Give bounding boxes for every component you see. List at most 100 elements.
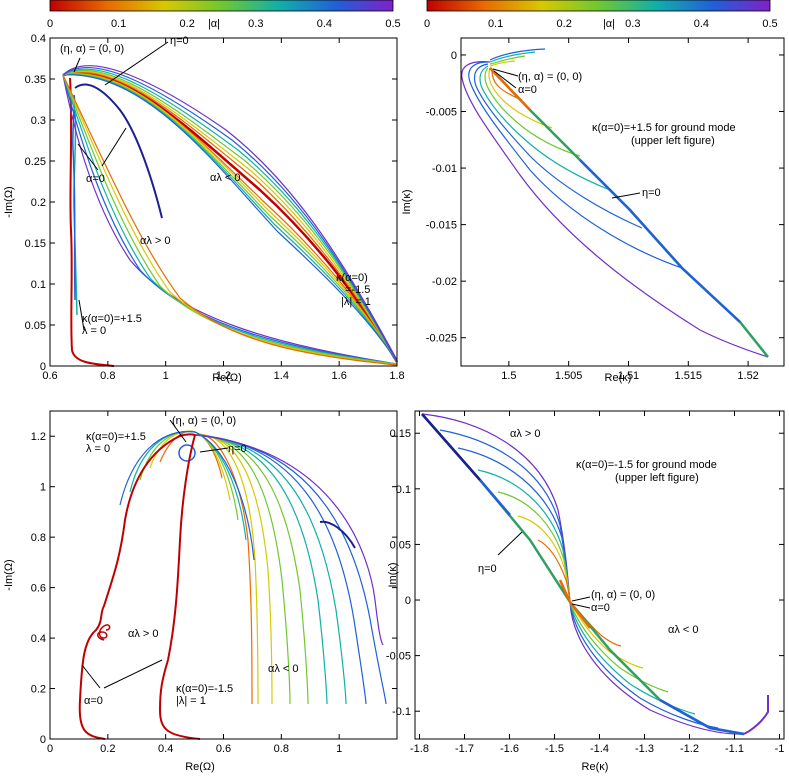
p3-xtick-label-6: -1.2 [680,743,699,755]
br-end-purple [743,695,769,735]
tl-xlabel: Re(Ω) [212,372,242,384]
colorbar-left-gradient [49,0,394,12]
p0-ytick-label-3: 0.15 [25,238,46,250]
tr-arrows [492,68,641,199]
tl-curve-blue [62,74,398,363]
tr-curve-purple [461,61,769,358]
tr-curve-top-yellow [489,60,516,67]
br-arrow-eta0 [497,531,523,556]
p1-xtick-label-0: 1.5 [501,370,516,382]
tr-curve-blue [468,61,683,269]
bl-alpha0-right-branch [158,434,201,740]
tr-eta0-diagonal-orange [489,67,531,111]
p2-xtick-label-4: 0.8 [274,743,289,755]
p3-xtick-label-8: -1 [775,743,785,755]
colorbar-right-tick-4: 0.4 [694,18,709,30]
tl-curve-red [62,71,399,363]
br-eta0-diagonal-orange [558,579,591,629]
tl-ann-kappa-neg: κ(α=0) [336,272,368,284]
p2-xtick-label-2: 0.4 [158,743,173,755]
panel-bottom-left-curve-family [78,419,387,740]
p1-ytick-label-4: -0.02 [432,276,457,288]
tr-eta0-diagonal-blue [579,159,741,323]
panel-bottom-right-ticks: -1.8 -1.7 -1.6 -1.5 -1.4 -1.3 -1.2 -1.1 -1 0.15 0.… [386,411,784,755]
p1-xtick-label-1: 1.505 [555,370,583,382]
tl-alpha0-left-branch [69,77,115,367]
bl-ann-alpha0: α=0 [84,695,103,707]
tr-curve-blue-2 [473,63,643,229]
p2-ytick-label-1: 0.2 [31,684,46,696]
bl-ann-origin: (η, α) = (0, 0) [172,415,236,427]
tl-ann-eta0: η=0 [170,35,189,47]
bl-top-loop [178,444,196,462]
tl-curve-orange [62,72,398,363]
tr-curve-orange [491,69,523,101]
p3-xtick-label-5: -1.3 [635,743,654,755]
br-ann-alphalambda-pos: αλ > 0 [510,428,541,440]
bl-ann-alphalambda-neg: αλ < 0 [268,663,299,675]
br-upper-orange [537,539,571,603]
colorbar-left-tick-2: 0.2 [180,18,195,30]
br-lower-yellow [569,601,644,669]
colorbar-right-tick-2: 0.2 [557,18,572,30]
colorbar-left-tick-1: 0.1 [111,18,126,30]
panel-bottom-right: -1.8 -1.7 -1.6 -1.5 -1.4 -1.3 -1.2 -1.1 -1 0.15 0.… [386,410,785,773]
bl-ann-eta0: η=0 [228,443,247,455]
bl-alpha0-left-branch [78,433,196,740]
p2-xtick-label-5: 1 [336,743,342,755]
tl-ann-origin: (η, α) = (0, 0) [60,43,124,55]
p3-xtick-label-2: -1.6 [500,743,519,755]
br-eta0-diagonal-navy [421,413,481,481]
bl-fan-teal [194,434,328,705]
bl-fan-purple [194,434,384,646]
bl-fan-green [194,434,291,705]
colorbar-right: 0 0.1 0.2 0.3 0.4 0.5 |α| [424,0,778,30]
colorbar-left-tick-0: 0 [47,18,53,30]
tr-curve-teal [479,65,611,191]
bl-fan-blue [194,434,367,705]
p0-ytick-label-6: 0.3 [31,115,46,127]
tl-curve-teal [62,74,398,363]
bl-ann-lambda-abs: |λ| = 1 [176,695,206,707]
tl-arrows [73,41,169,331]
bl-navy-segment [319,520,356,549]
br-arrows [497,531,591,609]
br-ann-eta0: η=0 [478,563,497,575]
colorbar-right-label: |α| [603,18,615,30]
tr-ann-origin: (η, α) = (0, 0) [518,71,582,83]
br-ann-origin: (η, α) = (0, 0) [591,589,655,601]
p1-ytick-label-2: -0.01 [432,163,457,175]
p2-ytick-label-6: 1.2 [31,431,46,443]
p0-xtick-label-6: 1.8 [389,370,404,382]
tl-ann-lambda0: λ = 0 [82,325,106,337]
tl-curve-green [62,73,398,363]
br-lower-blue [569,601,719,729]
colorbar-left-tick-labels: 0 0.1 0.2 0.3 0.4 0.5 [47,18,401,30]
tl-arrow-alpha0-left [77,143,99,171]
colorbar-right-tick-labels: 0 0.1 0.2 0.3 0.4 0.5 [424,18,778,30]
br-ann-upper-left: (upper left figure) [615,472,699,484]
br-eta0-diagonal-blue [479,479,511,516]
bl-inner-blue [119,431,255,561]
bl-arrow-alpha0-right [103,659,163,689]
tl-arrow-kappa [78,299,85,331]
colorbar-left-tick-3: 0.3 [248,18,263,30]
tl-arrow-origin [73,57,81,73]
colorbar-left: 0 0.1 0.2 0.3 0.4 0.5 |α| [47,0,401,30]
colorbar-right-tick-0: 0 [424,18,430,30]
p3-xtick-label-7: -1.1 [725,743,744,755]
p1-ytick-label-0: 0 [451,50,457,62]
tl-curve-green-2 [62,69,398,363]
p2-ytick-label-5: 1 [40,482,46,494]
br-lower-teal [569,601,696,715]
p2-xtick-label-0: 0 [47,743,53,755]
tl-curve-blue-lower [62,74,398,365]
br-lower-green [569,601,669,693]
p1-xtick-label-2: 1.51 [618,370,639,382]
tr-curve-yellow [488,67,553,129]
p0-ytick-label-4: 0.2 [31,197,46,209]
p0-xtick-label-0: 0.6 [42,370,57,382]
tl-curve-yellow-lower [62,74,398,366]
panel-top-right-curve-family [461,48,769,358]
panel-top-left: 0.6 0.8 1 1.2 1.4 1.6 1.8 0 0.05 0.1 0.15 0.2 0.25 0.… [3,33,405,384]
